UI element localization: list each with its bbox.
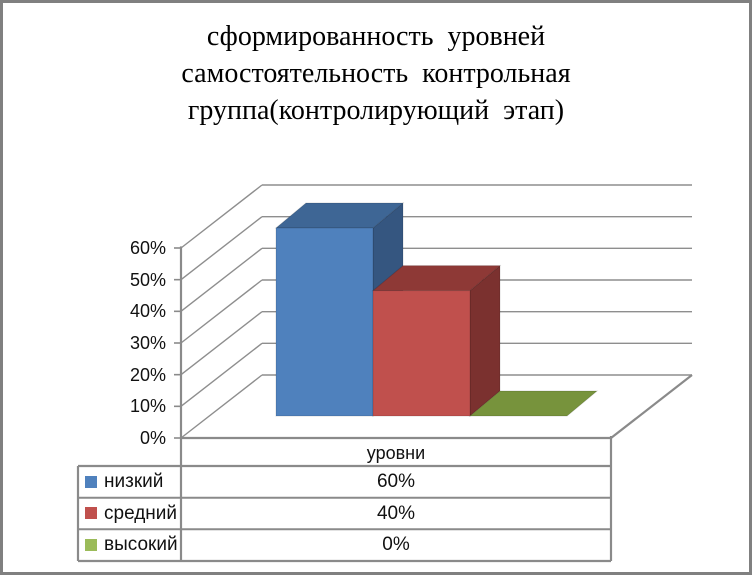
series-name-label: низкий (104, 471, 164, 492)
y-axis-tick-label: 30% (129, 333, 166, 353)
series-value: 0% (382, 534, 410, 556)
y-axis-tick-label: 0% (139, 428, 166, 448)
table-row: низкий 60% (78, 466, 611, 498)
y-axis-tick-label: 10% (129, 396, 166, 417)
series-name-label: высокий (104, 534, 178, 556)
y-axis-tick-label: 40% (129, 301, 166, 322)
chart-title-line: группа(контролирующий этап) (187, 95, 565, 126)
legend-key-icon (85, 475, 97, 488)
category-axis-label: уровни (366, 443, 426, 463)
legend-key-icon (85, 507, 97, 520)
chart-title-line: сформированность уровней (206, 21, 546, 52)
series-value: 60% (376, 471, 416, 492)
y-axis-tick-label: 60% (129, 238, 166, 258)
chart-title: сформированность уровней самостоятельнос… (3, 18, 749, 129)
legend-key-icon (85, 539, 97, 552)
y-axis-tick-label: 50% (129, 269, 166, 290)
series-value: 40% (376, 502, 416, 524)
table-row: высокий 0% (78, 529, 611, 561)
chart-title-line: самостоятельность контрольная (181, 58, 571, 89)
table-row: средний 40% (78, 498, 611, 530)
y-axis-tick-label: 20% (129, 364, 166, 385)
bar3d-chart (76, 184, 693, 563)
series-name-label: средний (104, 502, 178, 524)
